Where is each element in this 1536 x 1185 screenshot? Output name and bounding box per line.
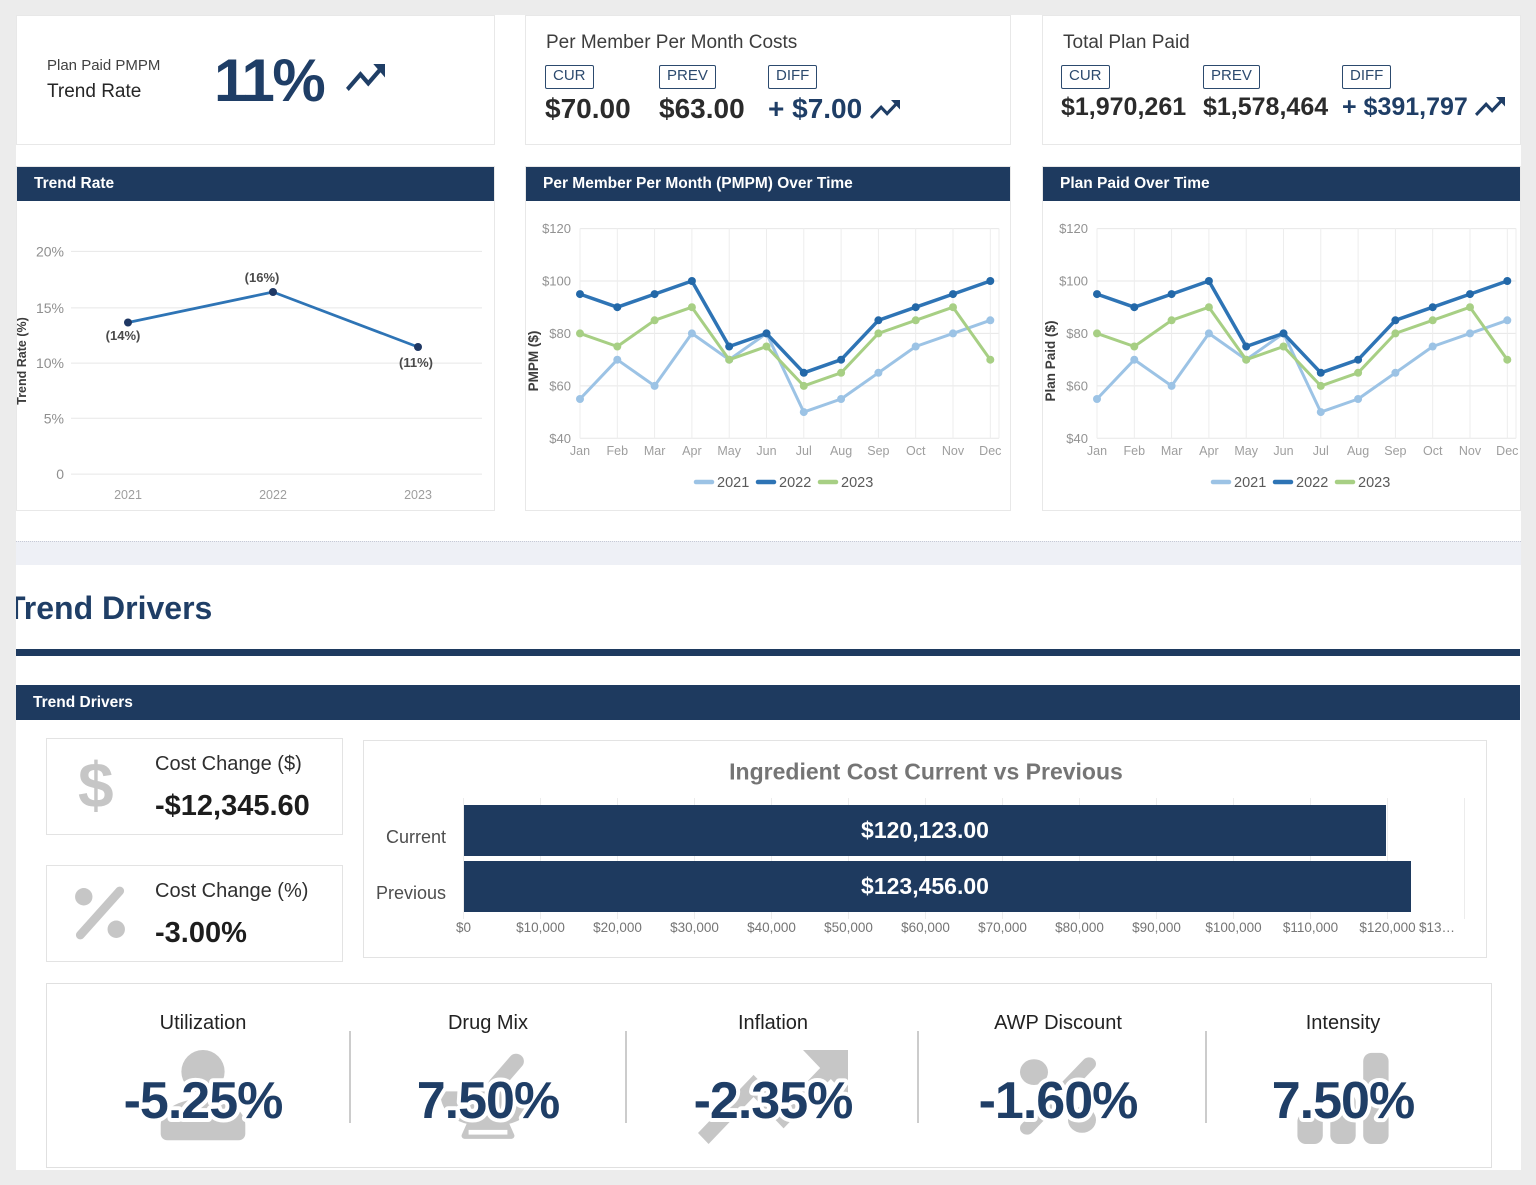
svg-text:$120: $120 bbox=[1059, 221, 1088, 236]
svg-text:$123,456.00: $123,456.00 bbox=[861, 873, 989, 899]
svg-text:Dec: Dec bbox=[1496, 444, 1518, 458]
svg-text:7.50%: 7.50% bbox=[1272, 1072, 1414, 1130]
svg-text:Ingredient Cost Current vs Pre: Ingredient Cost Current vs Previous bbox=[729, 759, 1123, 785]
svg-text:$13…: $13… bbox=[1419, 920, 1455, 935]
svg-text:$80: $80 bbox=[549, 326, 571, 341]
svg-text:Jul: Jul bbox=[796, 444, 812, 458]
svg-text:$100: $100 bbox=[1059, 274, 1088, 289]
svg-text:Mar: Mar bbox=[1161, 444, 1183, 458]
svg-text:Previous: Previous bbox=[376, 883, 446, 903]
svg-text:Nov: Nov bbox=[942, 444, 965, 458]
svg-text:$50,000: $50,000 bbox=[824, 920, 873, 935]
svg-text:Mar: Mar bbox=[644, 444, 666, 458]
svg-text:2023: 2023 bbox=[1358, 475, 1390, 491]
svg-text:15%: 15% bbox=[36, 300, 64, 316]
svg-text:-5.25%: -5.25% bbox=[124, 1072, 283, 1130]
svg-text:$10,000: $10,000 bbox=[516, 920, 565, 935]
svg-text:Jan: Jan bbox=[570, 444, 590, 458]
svg-text:$40: $40 bbox=[1066, 431, 1088, 446]
svg-text:Feb: Feb bbox=[607, 444, 629, 458]
svg-text:$30,000: $30,000 bbox=[670, 920, 719, 935]
svg-text:2021: 2021 bbox=[717, 475, 749, 491]
svg-text:Plan Paid ($): Plan Paid ($) bbox=[1043, 320, 1058, 401]
svg-text:Sep: Sep bbox=[867, 444, 889, 458]
svg-text:Nov: Nov bbox=[1459, 444, 1482, 458]
svg-text:$20,000: $20,000 bbox=[593, 920, 642, 935]
svg-text:$60: $60 bbox=[1066, 378, 1088, 393]
svg-text:$60: $60 bbox=[549, 378, 571, 393]
svg-text:$80: $80 bbox=[1066, 326, 1088, 341]
svg-text:Aug: Aug bbox=[1347, 444, 1369, 458]
svg-text:Aug: Aug bbox=[830, 444, 852, 458]
svg-text:2022: 2022 bbox=[779, 475, 811, 491]
svg-text:2023: 2023 bbox=[404, 488, 432, 502]
svg-text:2022: 2022 bbox=[259, 488, 287, 502]
svg-text:May: May bbox=[717, 444, 741, 458]
svg-text:0: 0 bbox=[56, 466, 64, 482]
svg-text:$100: $100 bbox=[542, 274, 571, 289]
svg-text:Jun: Jun bbox=[1273, 444, 1293, 458]
svg-text:$100,000: $100,000 bbox=[1205, 920, 1261, 935]
svg-text:Oct: Oct bbox=[906, 444, 926, 458]
svg-text:$120,123.00: $120,123.00 bbox=[861, 817, 989, 843]
svg-text:$0: $0 bbox=[456, 920, 471, 935]
svg-text:7.50%: 7.50% bbox=[417, 1072, 559, 1130]
svg-text:$60,000: $60,000 bbox=[901, 920, 950, 935]
svg-text:$40,000: $40,000 bbox=[747, 920, 796, 935]
svg-text:$90,000: $90,000 bbox=[1132, 920, 1181, 935]
svg-text:Jan: Jan bbox=[1087, 444, 1107, 458]
svg-text:5%: 5% bbox=[44, 410, 64, 426]
svg-text:Current: Current bbox=[386, 827, 446, 847]
svg-text:May: May bbox=[1234, 444, 1258, 458]
svg-text:-2.35%: -2.35% bbox=[694, 1072, 853, 1130]
svg-text:$40: $40 bbox=[549, 431, 571, 446]
svg-text:$80,000: $80,000 bbox=[1055, 920, 1104, 935]
svg-text:20%: 20% bbox=[36, 243, 64, 259]
svg-text:$110,000: $110,000 bbox=[1283, 920, 1338, 935]
svg-text:-1.60%: -1.60% bbox=[979, 1072, 1138, 1130]
svg-text:2023: 2023 bbox=[841, 475, 873, 491]
svg-text:Dec: Dec bbox=[979, 444, 1001, 458]
svg-text:Feb: Feb bbox=[1124, 444, 1146, 458]
svg-text:Apr: Apr bbox=[682, 444, 701, 458]
svg-text:2021: 2021 bbox=[1234, 475, 1266, 491]
svg-text:Sep: Sep bbox=[1384, 444, 1406, 458]
svg-text:Apr: Apr bbox=[1199, 444, 1218, 458]
svg-text:(11%): (11%) bbox=[399, 355, 433, 370]
svg-text:$70,000: $70,000 bbox=[978, 920, 1027, 935]
svg-text:2022: 2022 bbox=[1296, 475, 1328, 491]
svg-text:Oct: Oct bbox=[1423, 444, 1443, 458]
svg-text:(16%): (16%) bbox=[245, 270, 280, 285]
svg-text:Jun: Jun bbox=[756, 444, 776, 458]
svg-text:Jul: Jul bbox=[1313, 444, 1329, 458]
svg-text:10%: 10% bbox=[36, 355, 64, 371]
svg-text:$120,000: $120,000 bbox=[1359, 920, 1415, 935]
svg-text:2021: 2021 bbox=[114, 488, 142, 502]
svg-text:PMPM ($): PMPM ($) bbox=[526, 331, 541, 392]
svg-text:(14%): (14%) bbox=[106, 328, 141, 343]
svg-text:$120: $120 bbox=[542, 221, 571, 236]
svg-text:Trend Rate (%): Trend Rate (%) bbox=[17, 317, 29, 405]
